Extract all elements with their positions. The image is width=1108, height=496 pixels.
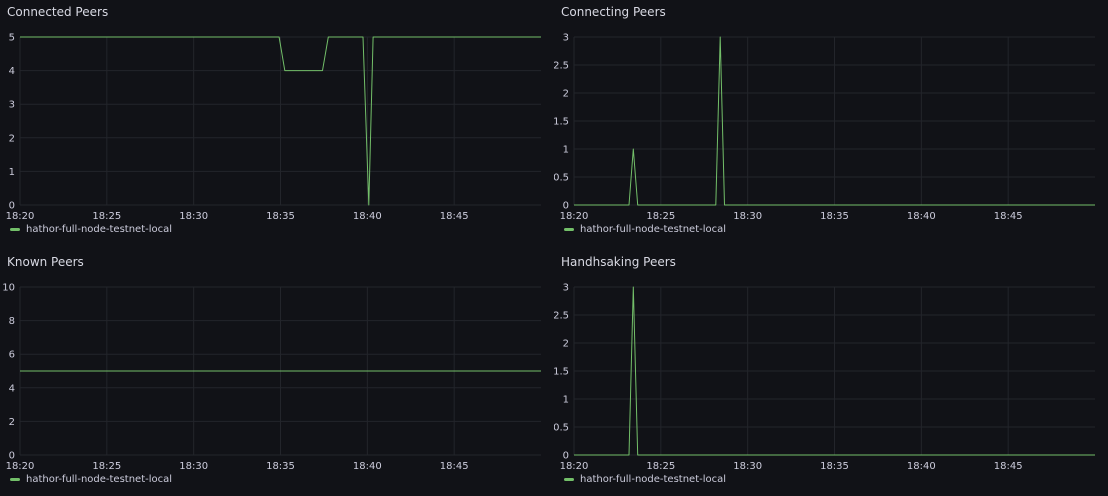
y-tick-label: 2.5 xyxy=(554,61,569,72)
x-tick-label: 18:30 xyxy=(733,461,762,472)
y-tick-label: 3 xyxy=(563,283,569,294)
chart-connected-peers: 0 1 2 3 4 5 18:20 18:25 18:30 18:35 18:40 18:45 xyxy=(6,33,541,222)
y-tick-label: 2 xyxy=(9,417,15,428)
x-tick-label: 18:20 xyxy=(6,461,35,472)
panel-handshaking-peers: 0 0.5 1 1.5 2 2.5 3 18:20 18:25 18:30 18:35 18:40 18… xyxy=(554,250,1108,496)
x-tick-label: 18:30 xyxy=(179,211,208,222)
x-tick-label: 18:45 xyxy=(994,461,1023,472)
x-tick-label: 18:25 xyxy=(92,461,121,472)
chart-known-peers: 0 2 4 6 8 10 18:20 18:25 18:30 18:35 18:40 18:45 xyxy=(2,283,541,472)
y-tick-label: 2 xyxy=(563,339,569,350)
y-tick-label: 3 xyxy=(563,33,569,44)
x-tick-label: 18:40 xyxy=(353,211,382,222)
legend-swatch xyxy=(10,478,20,481)
y-tick-label: 2 xyxy=(9,133,15,144)
series-line-0[interactable] xyxy=(20,36,541,206)
x-tick-label: 18:40 xyxy=(907,211,936,222)
y-tick-label: 1.5 xyxy=(554,117,569,128)
chart-handshaking-peers: 0 0.5 1 1.5 2 2.5 3 18:20 18:25 18:30 18:35 18:40 18… xyxy=(554,283,1095,472)
legend-label[interactable]: hathor-full-node-testnet-local xyxy=(26,474,173,485)
panel-title[interactable]: Connected Peers xyxy=(7,5,109,19)
legend[interactable]: hathor-full-node-testnet-local xyxy=(564,224,726,235)
legend-swatch xyxy=(564,478,574,481)
y-tick-label: 0.5 xyxy=(554,423,569,434)
legend[interactable]: hathor-full-node-testnet-local xyxy=(10,474,172,485)
x-tick-label: 18:20 xyxy=(560,211,589,222)
x-tick-label: 18:45 xyxy=(994,211,1023,222)
x-tick-label: 18:30 xyxy=(733,211,762,222)
x-tick-label: 18:35 xyxy=(820,461,849,472)
y-tick-label: 3 xyxy=(9,100,15,111)
legend[interactable]: hathor-full-node-testnet-local xyxy=(10,224,172,235)
y-tick-label: 1 xyxy=(9,167,15,178)
y-tick-label: 2 xyxy=(563,89,569,100)
panel-title[interactable]: Handhsaking Peers xyxy=(561,255,676,269)
x-tick-label: 18:25 xyxy=(646,211,675,222)
panel-known-peers: 0 2 4 6 8 10 18:20 18:25 18:30 18:35 18:40 18:45 Kn… xyxy=(0,250,554,496)
y-tick-label: 4 xyxy=(9,66,15,77)
panel-connecting-peers: 0 0.5 1 1.5 2 2.5 3 18:20 18:25 18:30 18:35 18:40 18… xyxy=(554,0,1108,246)
legend-swatch xyxy=(564,228,574,231)
x-tick-label: 18:25 xyxy=(92,211,121,222)
series-line-0[interactable] xyxy=(574,36,1095,206)
panel-connected-peers: 0 1 2 3 4 5 18:20 18:25 18:30 18:35 18:40 18:45 Con… xyxy=(0,0,554,246)
panel-title[interactable]: Known Peers xyxy=(7,255,84,269)
y-tick-label: 0 xyxy=(563,201,569,212)
y-tick-label: 4 xyxy=(9,383,15,394)
chart-connecting-peers: 0 0.5 1 1.5 2 2.5 3 18:20 18:25 18:30 18:35 18:40 18… xyxy=(554,33,1095,222)
y-tick-label: 1.5 xyxy=(554,367,569,378)
y-tick-label: 0.5 xyxy=(554,173,569,184)
y-tick-label: 8 xyxy=(9,316,15,327)
x-tick-label: 18:35 xyxy=(266,211,295,222)
x-tick-label: 18:45 xyxy=(440,461,469,472)
x-tick-label: 18:25 xyxy=(646,461,675,472)
y-tick-label: 1 xyxy=(563,395,569,406)
x-tick-label: 18:45 xyxy=(440,211,469,222)
legend-label[interactable]: hathor-full-node-testnet-local xyxy=(580,224,727,235)
y-tick-label: 5 xyxy=(9,33,15,44)
y-tick-label: 2.5 xyxy=(554,311,569,322)
legend[interactable]: hathor-full-node-testnet-local xyxy=(564,474,726,485)
y-tick-label: 0 xyxy=(9,201,15,212)
x-tick-label: 18:20 xyxy=(6,211,35,222)
y-tick-label: 10 xyxy=(2,283,15,294)
y-tick-label: 6 xyxy=(9,350,15,361)
legend-label[interactable]: hathor-full-node-testnet-local xyxy=(580,474,727,485)
panel-title[interactable]: Connecting Peers xyxy=(561,5,666,19)
series-line-0[interactable] xyxy=(574,286,1095,456)
x-tick-label: 18:30 xyxy=(179,461,208,472)
y-tick-label: 0 xyxy=(563,451,569,462)
x-tick-label: 18:35 xyxy=(266,461,295,472)
legend-swatch xyxy=(10,228,20,231)
x-tick-label: 18:35 xyxy=(820,211,849,222)
x-tick-label: 18:20 xyxy=(560,461,589,472)
x-tick-label: 18:40 xyxy=(353,461,382,472)
legend-label[interactable]: hathor-full-node-testnet-local xyxy=(26,224,173,235)
y-tick-label: 0 xyxy=(9,451,15,462)
x-tick-label: 18:40 xyxy=(907,461,936,472)
y-tick-label: 1 xyxy=(563,145,569,156)
